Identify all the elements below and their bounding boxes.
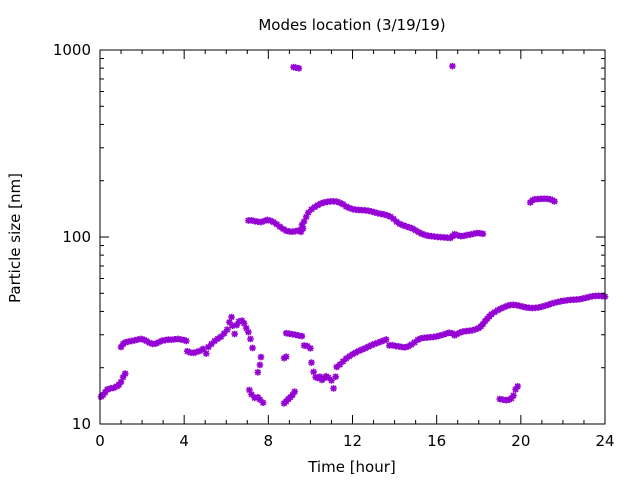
data-point [479,230,487,238]
data-point [291,388,298,395]
data-point [298,332,306,340]
x-tick-label: 8 [264,432,274,450]
data-point [224,326,231,333]
y-axis-label: Particle size [nm] [6,173,24,303]
axis-ticks: 0 4 8 12 16 20 24 10 100 1000 [53,41,615,450]
chart-title: Modes location (3/19/19) [258,16,445,34]
y-tick-label: 1000 [53,41,91,59]
plot-frame [99,49,606,425]
x-tick-label: 0 [95,432,105,450]
data-points [97,62,609,407]
data-point [310,368,317,376]
data-point [202,350,210,357]
data-point [551,198,558,205]
data-point [282,353,290,361]
x-tick-label: 4 [179,432,189,450]
data-point [121,370,129,377]
data-point [259,399,267,406]
data-point [307,344,314,352]
data-point [308,359,315,366]
data-point [510,392,517,399]
x-tick-label: 24 [595,432,614,450]
x-tick-label: 20 [511,432,530,450]
y-tick-label: 10 [72,415,91,433]
data-point [231,330,238,338]
data-point [245,328,252,336]
x-tick-label: 16 [427,432,446,450]
data-point [514,383,521,390]
data-point [247,335,254,343]
data-point [295,65,303,72]
data-point [228,313,235,321]
x-tick-label: 12 [343,432,362,450]
x-axis-label: Time [hour] [307,458,396,476]
data-point [257,353,265,361]
data-point [332,373,339,381]
data-point [256,361,264,369]
data-point [355,347,363,355]
data-point [449,62,456,70]
data-point [249,344,256,352]
y-tick-label: 100 [62,228,91,246]
data-point [330,385,337,392]
data-point [182,337,190,345]
data-point [297,228,305,236]
data-point [199,345,207,353]
data-point [382,336,390,343]
data-point [254,369,262,376]
